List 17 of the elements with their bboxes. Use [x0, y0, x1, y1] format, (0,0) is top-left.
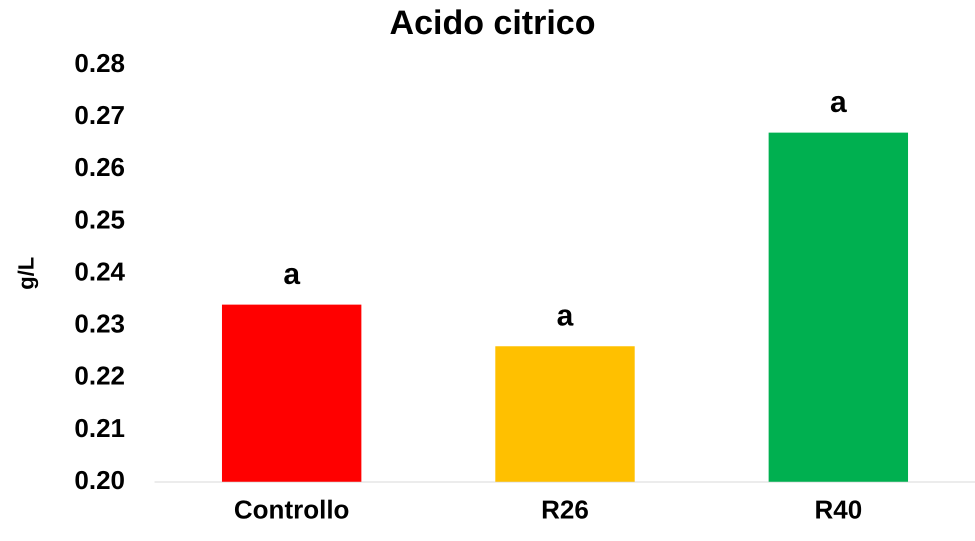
y-tick-label: 0.21 — [74, 412, 126, 443]
x-tick-label: R26 — [541, 494, 589, 525]
y-tick-label: 0.28 — [74, 48, 126, 78]
y-tick-label: 0.20 — [74, 464, 126, 495]
x-tick-label: Controllo — [234, 494, 350, 525]
y-tick-label: 0.23 — [74, 308, 126, 339]
y-tick-label: 0.24 — [74, 256, 126, 286]
y-tick-label: 0.26 — [74, 152, 126, 182]
annotation: a — [556, 300, 574, 333]
annotation: a — [830, 86, 847, 119]
chart-title: Acido citrico — [390, 4, 596, 42]
x-tick-label: R40 — [814, 494, 862, 525]
y-tick-label: 0.27 — [74, 100, 126, 130]
y-tick-label: 0.25 — [74, 204, 126, 234]
y-axis-title: g/L — [13, 256, 38, 290]
annotation: a — [283, 258, 300, 291]
y-tick-label: 0.22 — [74, 360, 126, 391]
